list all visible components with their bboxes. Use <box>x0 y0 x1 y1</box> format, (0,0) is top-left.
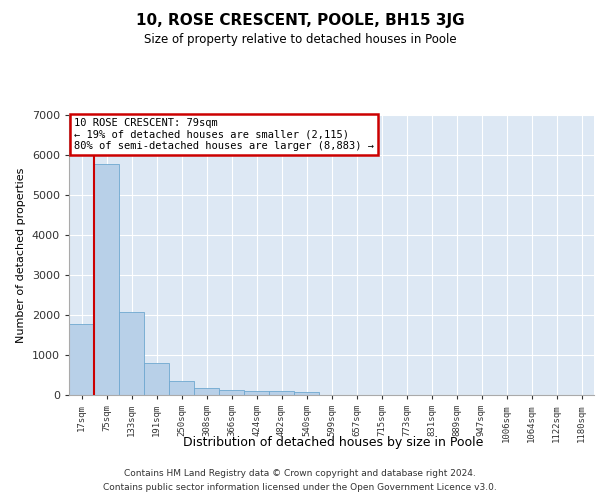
Text: Contains HM Land Registry data © Crown copyright and database right 2024.: Contains HM Land Registry data © Crown c… <box>124 470 476 478</box>
Bar <box>69 324 94 395</box>
Bar <box>244 390 269 395</box>
Bar <box>144 363 169 395</box>
Text: Distribution of detached houses by size in Poole: Distribution of detached houses by size … <box>183 436 483 449</box>
Bar <box>94 164 119 395</box>
Text: 10 ROSE CRESCENT: 79sqm
← 19% of detached houses are smaller (2,115)
80% of semi: 10 ROSE CRESCENT: 79sqm ← 19% of detache… <box>74 118 374 151</box>
Bar <box>219 390 244 395</box>
Bar <box>194 388 219 395</box>
Y-axis label: Number of detached properties: Number of detached properties <box>16 168 26 342</box>
Bar <box>269 391 294 395</box>
Text: 10, ROSE CRESCENT, POOLE, BH15 3JG: 10, ROSE CRESCENT, POOLE, BH15 3JG <box>136 12 464 28</box>
Bar <box>169 382 194 395</box>
Bar <box>294 392 319 395</box>
Bar <box>119 312 144 395</box>
Text: Contains public sector information licensed under the Open Government Licence v3: Contains public sector information licen… <box>103 483 497 492</box>
Text: Size of property relative to detached houses in Poole: Size of property relative to detached ho… <box>143 32 457 46</box>
